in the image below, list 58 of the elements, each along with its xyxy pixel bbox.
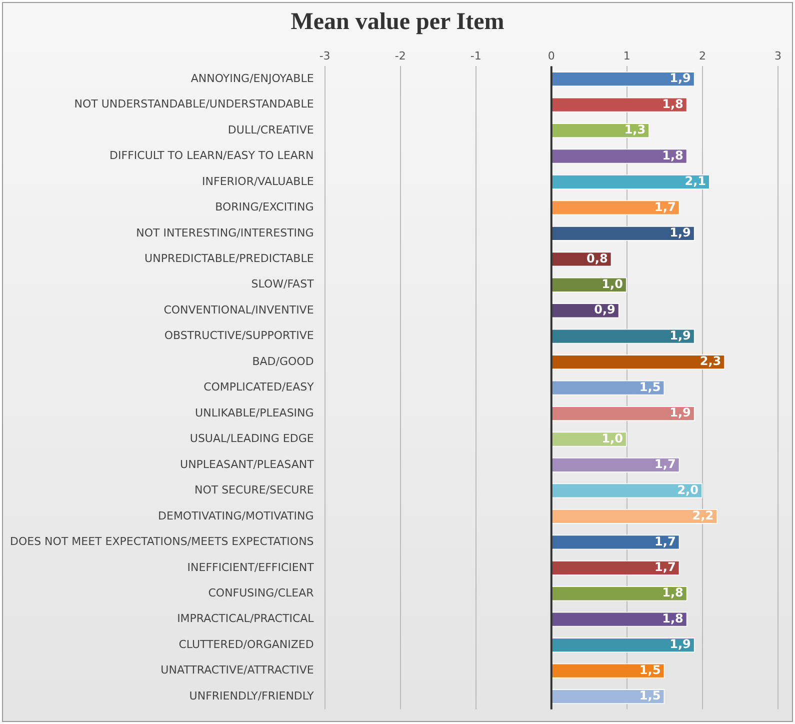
y-tick-label: DOES NOT MEET EXPECTATIONS/MEETS EXPECTATIONS bbox=[10, 535, 314, 548]
y-tick-label: USUAL/LEADING EDGE bbox=[190, 432, 314, 446]
y-tick-label: CONFUSING/CLEAR bbox=[208, 586, 314, 600]
data-label: 0,9 bbox=[594, 302, 616, 317]
y-tick-label: UNPREDICTABLE/PREDICTABLE bbox=[144, 252, 314, 266]
data-label: 1,5 bbox=[639, 688, 661, 703]
x-tick-label: 3 bbox=[774, 49, 782, 62]
data-label: 2,1 bbox=[684, 174, 706, 188]
data-label: 0,8 bbox=[586, 251, 608, 266]
x-tick-label: -1 bbox=[470, 49, 482, 62]
y-tick-label: NOT UNDERSTANDABLE/UNDERSTANDABLE bbox=[74, 98, 314, 111]
x-tick-label: -2 bbox=[394, 49, 406, 62]
data-label: 1,9 bbox=[670, 226, 691, 240]
data-label: 1,9 bbox=[670, 637, 691, 652]
data-label: 1,5 bbox=[639, 662, 661, 677]
data-label: 2,2 bbox=[692, 508, 714, 523]
data-label: 1,7 bbox=[654, 457, 676, 472]
y-tick-label: DULL/CREATIVE bbox=[228, 123, 314, 136]
y-tick-label: INEFFICIENT/EFFICIENT bbox=[187, 560, 314, 574]
data-label: 1,8 bbox=[662, 96, 684, 111]
y-tick-label: OBSTRUCTIVE/SUPPORTIVE bbox=[164, 329, 314, 342]
y-tick-label: UNATTRACTIVE/ATTRACTIVE bbox=[160, 664, 314, 677]
data-label: 2,3 bbox=[700, 354, 722, 368]
data-label: 1,3 bbox=[624, 122, 646, 137]
data-label: 1,9 bbox=[670, 406, 691, 420]
chart-title: Mean value per Item bbox=[290, 9, 506, 36]
data-label: 1,7 bbox=[654, 200, 676, 214]
data-label: 1,0 bbox=[602, 277, 623, 292]
data-label: 1,9 bbox=[670, 71, 691, 86]
y-tick-label: NOT SECURE/SECURE bbox=[194, 484, 314, 497]
data-label: 1,8 bbox=[662, 586, 684, 600]
y-tick-label: SLOW/FAST bbox=[251, 278, 314, 291]
data-label: 1,7 bbox=[654, 534, 676, 548]
y-tick-label: NOT INTERESTING/INTERESTING bbox=[136, 226, 314, 240]
y-tick-label: COMPLICATED/EASY bbox=[204, 380, 314, 394]
y-tick-label: ANNOYING/ENJOYABLE bbox=[190, 72, 314, 85]
y-tick-label: IMPRACTICAL/PRACTICAL bbox=[177, 612, 315, 626]
y-tick-label: UNLIKABLE/PLEASING bbox=[195, 406, 314, 420]
y-tick-label: DEMOTIVATING/MOTIVATING bbox=[158, 509, 314, 522]
y-tick-label: BORING/EXCITING bbox=[215, 200, 314, 214]
y-tick-label: INFERIOR/VALUABLE bbox=[202, 174, 314, 188]
data-label: 1,5 bbox=[639, 380, 661, 394]
data-label: 1,0 bbox=[602, 431, 623, 446]
data-label: 1,7 bbox=[654, 560, 676, 574]
data-label: 2,0 bbox=[677, 482, 698, 497]
data-label: 1,8 bbox=[662, 611, 684, 626]
y-tick-label: BAD/GOOD bbox=[252, 354, 314, 368]
x-tick-label: -3 bbox=[319, 49, 330, 62]
data-label: 1,8 bbox=[662, 148, 684, 162]
data-label: 1,9 bbox=[670, 328, 691, 342]
y-tick-label: UNFRIENDLY/FRIENDLY bbox=[189, 689, 314, 702]
y-tick-label: DIFFICULT TO LEARN/EASY TO LEARN bbox=[110, 149, 314, 162]
x-tick-label: 1 bbox=[623, 49, 630, 62]
y-tick-label: CLUTTERED/ORGANIZED bbox=[178, 638, 314, 651]
x-tick-label: 2 bbox=[698, 49, 706, 62]
x-tick-label: 0 bbox=[548, 49, 555, 62]
y-tick-label: CONVENTIONAL/INVENTIVE bbox=[164, 303, 314, 316]
y-tick-label: UNPLEASANT/PLEASANT bbox=[180, 458, 314, 471]
